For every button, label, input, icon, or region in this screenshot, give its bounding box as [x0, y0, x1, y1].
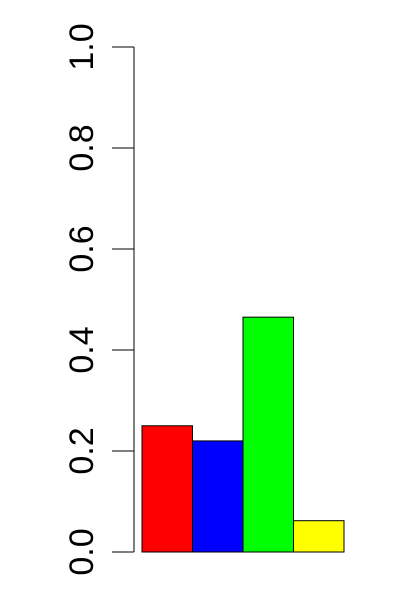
y-tick-label: 0.0 — [63, 528, 101, 575]
y-tick-label: 0.4 — [63, 326, 101, 373]
y-tick-label: 1.0 — [63, 23, 101, 70]
bar — [192, 440, 244, 553]
bar — [293, 520, 345, 553]
y-axis: 0.0 0.2 0.4 0.6 0.8 1.0 — [63, 23, 135, 576]
bar — [141, 425, 193, 553]
bar — [242, 316, 294, 553]
y-tick-label: 0.8 — [63, 124, 101, 171]
y-tick-label: 0.6 — [63, 225, 101, 272]
bars — [141, 316, 345, 553]
y-tick-label: 0.2 — [63, 427, 101, 474]
